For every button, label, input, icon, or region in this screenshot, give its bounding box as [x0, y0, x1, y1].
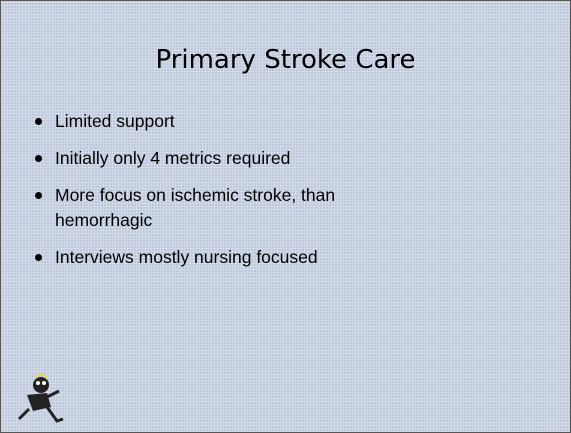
slide-title: Primary Stroke Care — [1, 45, 570, 75]
bullet-list: Limited support Initially only 4 metrics … — [33, 109, 413, 282]
running-figure-icon — [13, 373, 65, 425]
bullet-item: Limited support — [33, 109, 413, 134]
bullet-item: More focus on ischemic stroke, than hemo… — [33, 183, 413, 233]
bullet-item: Initially only 4 metrics required — [33, 146, 413, 171]
slide: Primary Stroke Care Limited support Initi… — [0, 0, 571, 433]
bullet-item: Interviews mostly nursing focused — [33, 245, 413, 270]
